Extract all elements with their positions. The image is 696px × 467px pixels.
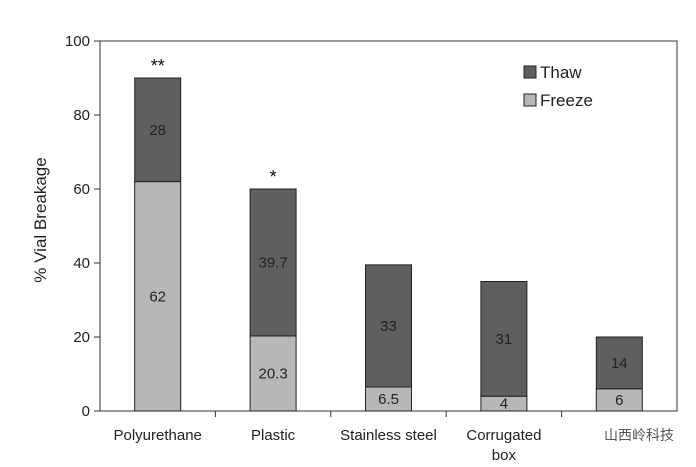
data-label-freeze: 4 bbox=[500, 396, 508, 413]
y-tick-label: 20 bbox=[73, 329, 90, 346]
legend-label-freeze: Freeze bbox=[540, 91, 593, 110]
bar-thaw bbox=[595, 336, 643, 390]
data-label-thaw: 31 bbox=[496, 331, 513, 348]
data-label-freeze: 20.3 bbox=[258, 365, 287, 382]
bars bbox=[134, 77, 643, 412]
data-label-thaw: 14 bbox=[611, 355, 628, 372]
significance-marker: ** bbox=[151, 56, 165, 76]
data-label-thaw: 33 bbox=[380, 318, 397, 335]
legend-label-thaw: Thaw bbox=[540, 63, 582, 82]
y-tick-label: 60 bbox=[73, 181, 90, 198]
data-label-freeze: 6 bbox=[615, 392, 623, 409]
bar-freeze bbox=[134, 181, 182, 412]
legend-swatch-thaw bbox=[523, 65, 537, 79]
y-tick-label: 100 bbox=[65, 33, 90, 50]
x-category-label: Corrugated bbox=[466, 427, 541, 444]
bar-thaw bbox=[134, 77, 182, 183]
y-tick-label: 40 bbox=[73, 255, 90, 272]
x-category-label: Plastic bbox=[251, 427, 296, 444]
data-label-freeze: 6.5 bbox=[378, 391, 399, 408]
bar-thaw bbox=[480, 281, 528, 397]
x-category-label: box bbox=[492, 447, 517, 464]
data-label-thaw: 39.7 bbox=[258, 254, 287, 271]
y-tick-label: 80 bbox=[73, 107, 90, 124]
x-category-label: Stainless steel bbox=[340, 427, 437, 444]
bar-thaw bbox=[365, 264, 412, 388]
labels: 62 28 ** Polyurethane 20.3 39.7 * Plastic 6.5 33 S… bbox=[113, 56, 627, 464]
bar-freeze bbox=[249, 335, 297, 412]
legend: Thaw Freeze bbox=[523, 63, 593, 110]
bar-freeze bbox=[365, 386, 412, 412]
y-tick-label: 0 bbox=[82, 403, 90, 420]
bar-thaw bbox=[249, 188, 297, 337]
y-axis-label: % Vial Breakage bbox=[31, 157, 50, 282]
x-category-label: Polyurethane bbox=[113, 427, 201, 444]
legend-swatch-freeze bbox=[523, 93, 537, 107]
watermark: 山西岭科技 bbox=[604, 427, 674, 443]
data-label-freeze: 62 bbox=[149, 288, 166, 305]
significance-marker: * bbox=[270, 167, 277, 187]
data-label-thaw: 28 bbox=[149, 122, 166, 139]
